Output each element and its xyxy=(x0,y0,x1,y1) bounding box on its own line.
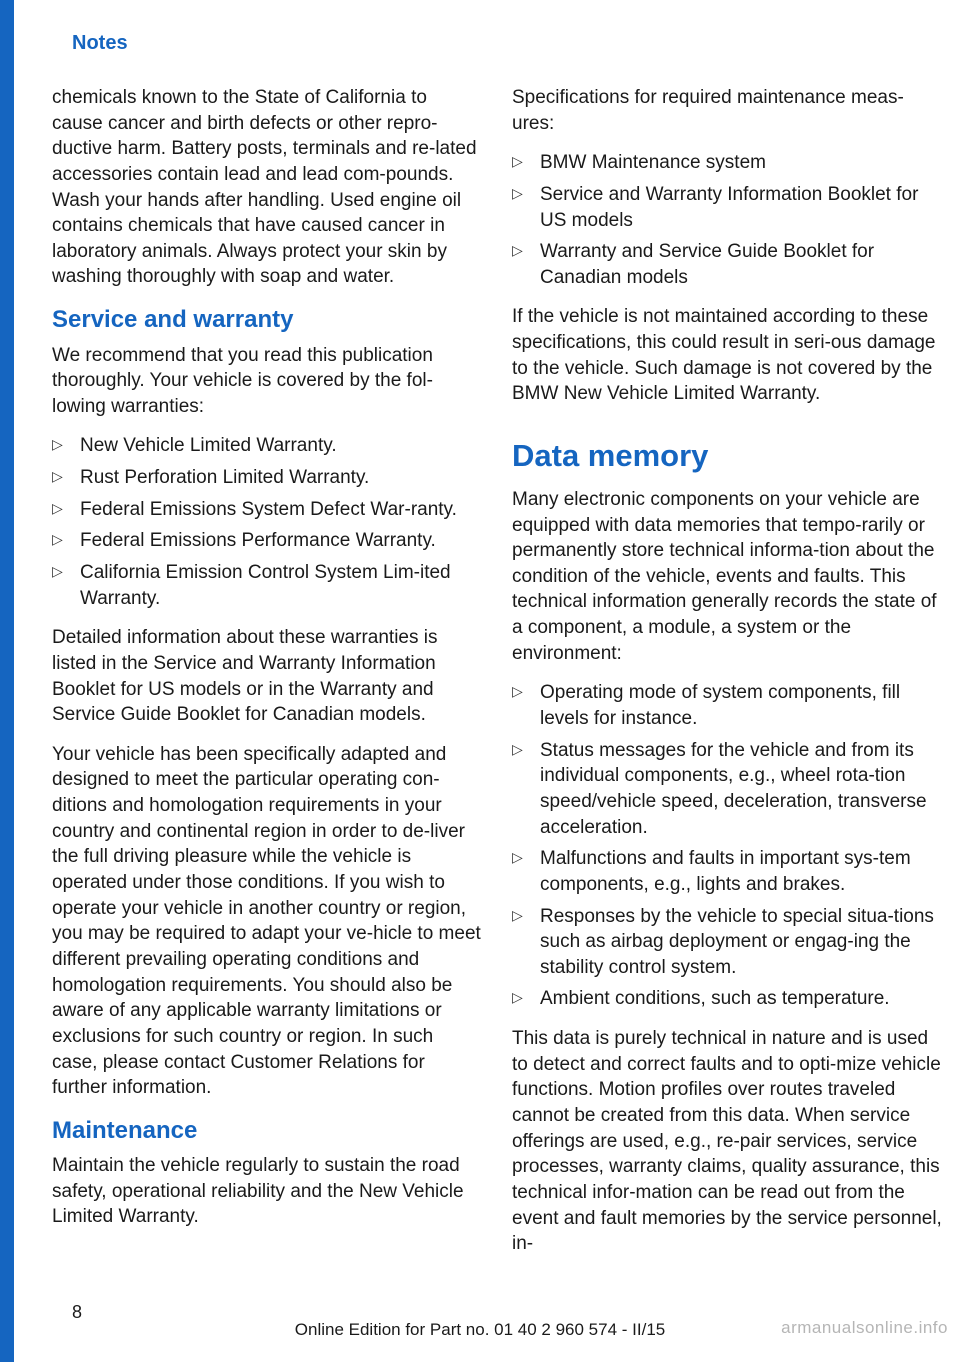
paragraph: chemicals known to the State of Californ… xyxy=(52,85,482,290)
paragraph: Many electronic components on your vehic… xyxy=(512,487,942,666)
list-item: New Vehicle Limited Warranty. xyxy=(52,433,482,459)
watermark: armanualsonline.info xyxy=(781,1317,948,1340)
paragraph: We recommend that you read this publicat… xyxy=(52,343,482,420)
list-item: Warranty and Service Guide Booklet for C… xyxy=(512,239,942,290)
section-header: Notes xyxy=(72,30,128,57)
spec-list: BMW Maintenance system Service and Warra… xyxy=(512,150,942,290)
list-item: Responses by the vehicle to special situ… xyxy=(512,904,942,981)
list-item: Rust Perforation Limited Warranty. xyxy=(52,465,482,491)
list-item: Malfunctions and faults in important sys… xyxy=(512,846,942,897)
paragraph: Maintain the vehicle regularly to sustai… xyxy=(52,1153,482,1230)
paragraph: Your vehicle has been specifically adapt… xyxy=(52,742,482,1101)
paragraph: If the vehicle is not maintained accordi… xyxy=(512,304,942,407)
list-item: Federal Emissions System Defect War‐rant… xyxy=(52,497,482,523)
list-item: Status messages for the vehicle and from… xyxy=(512,738,942,841)
side-bar xyxy=(0,0,14,1362)
left-column: chemicals known to the State of Californ… xyxy=(52,85,482,1271)
list-item: Ambient conditions, such as temperature. xyxy=(512,986,942,1012)
right-column: Specifications for required maintenance … xyxy=(512,85,942,1271)
paragraph: Detailed information about these warrant… xyxy=(52,625,482,728)
list-item: Federal Emissions Performance Warranty. xyxy=(52,528,482,554)
paragraph: This data is purely technical in nature … xyxy=(512,1026,942,1257)
heading-service-warranty: Service and warranty xyxy=(52,304,482,336)
list-item: BMW Maintenance system xyxy=(512,150,942,176)
content-area: chemicals known to the State of Californ… xyxy=(52,85,942,1271)
list-item: Service and Warranty Information Booklet… xyxy=(512,182,942,233)
warranty-list: New Vehicle Limited Warranty. Rust Perfo… xyxy=(52,433,482,611)
heading-maintenance: Maintenance xyxy=(52,1115,482,1147)
heading-data-memory: Data memory xyxy=(512,435,942,477)
list-item: Operating mode of system components, fil… xyxy=(512,680,942,731)
data-list: Operating mode of system components, fil… xyxy=(512,680,942,1012)
list-item: California Emission Control System Lim‐i… xyxy=(52,560,482,611)
paragraph: Specifications for required maintenance … xyxy=(512,85,942,136)
